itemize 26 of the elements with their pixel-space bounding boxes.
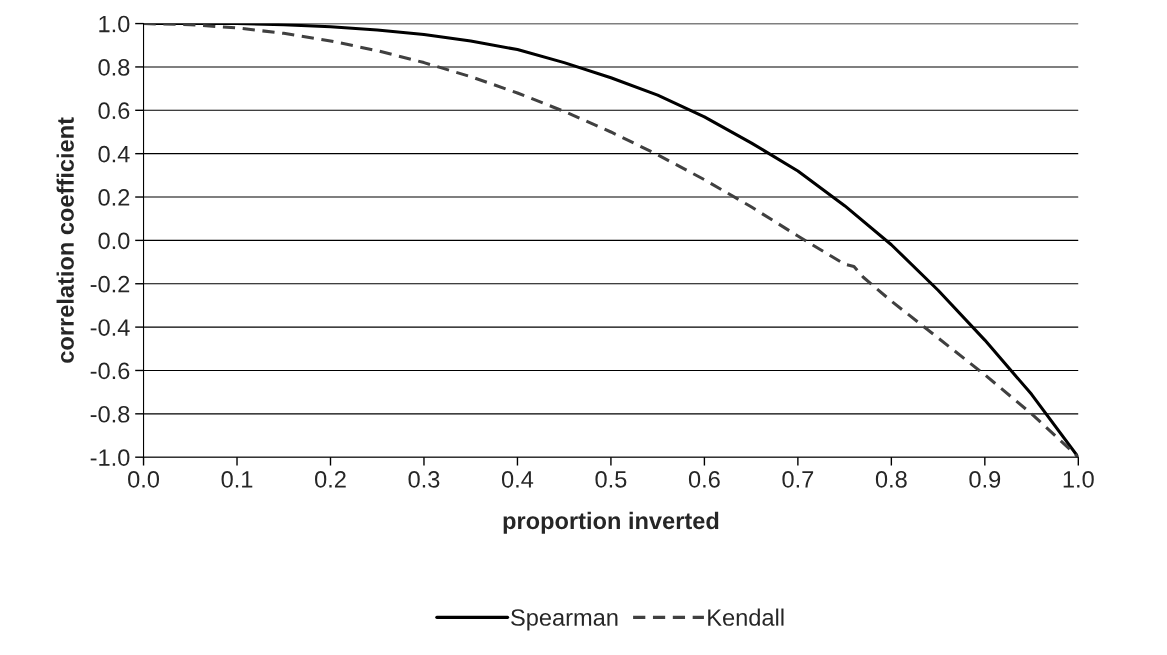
x-axis-title: proportion inverted bbox=[503, 511, 719, 534]
y-tick-label: 0.4 bbox=[98, 145, 130, 163]
y-tick-label: -0.4 bbox=[90, 319, 130, 336]
y-tick-label: -0.8 bbox=[90, 405, 130, 423]
legend-label: Spearman bbox=[511, 609, 618, 631]
y-tick-label: 0.8 bbox=[98, 59, 130, 76]
x-tick-label: 0.9 bbox=[969, 471, 1001, 488]
x-tick-label: 0.5 bbox=[595, 471, 627, 488]
y-tick-label: 0.0 bbox=[98, 232, 130, 250]
x-tick-label: 0.4 bbox=[501, 471, 534, 488]
y-tick-label: -0.6 bbox=[90, 362, 130, 380]
y-tick-label: -1.0 bbox=[90, 449, 130, 466]
x-tick-label: 0.3 bbox=[408, 471, 440, 488]
x-tick-label: 0.2 bbox=[315, 471, 346, 488]
y-tick-label: 1.0 bbox=[99, 15, 130, 33]
x-tick-label: 0.8 bbox=[875, 471, 907, 488]
legend-label: Kendall bbox=[708, 608, 784, 626]
x-tick-label: 0.7 bbox=[782, 471, 814, 488]
y-tick-label: 0.6 bbox=[98, 102, 130, 120]
y-tick-label: 0.2 bbox=[98, 189, 130, 206]
y-axis-title: correlation coefficient bbox=[56, 117, 74, 363]
x-tick-label: 1.0 bbox=[1063, 471, 1094, 488]
x-tick-label: 0.0 bbox=[128, 471, 160, 488]
y-tick-label: -0.2 bbox=[90, 275, 130, 293]
x-tick-label: 0.1 bbox=[221, 471, 253, 488]
x-tick-label: 0.6 bbox=[688, 471, 720, 488]
